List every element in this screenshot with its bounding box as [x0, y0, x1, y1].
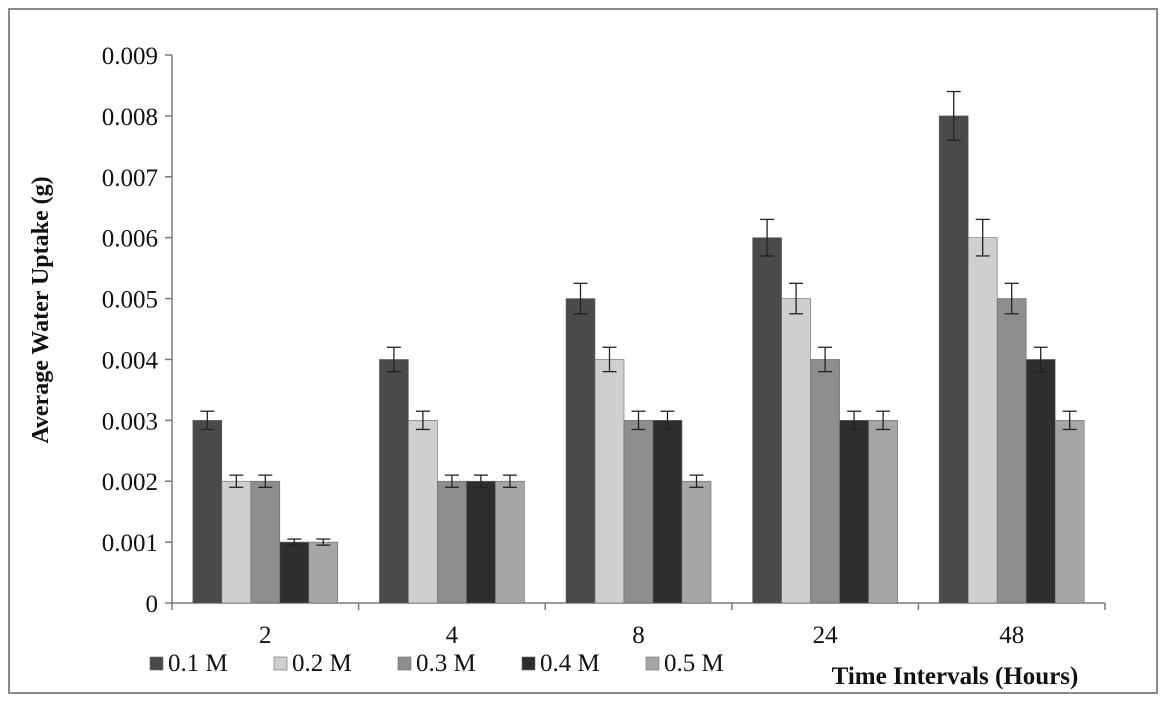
bar	[308, 541, 339, 604]
bar	[681, 480, 712, 604]
y-tick-label: 0.006	[102, 226, 158, 253]
x-tick-label: 8	[632, 622, 645, 649]
x-tick-label: 2	[259, 622, 272, 649]
bar	[781, 298, 811, 604]
legend-label: 0.5 M	[664, 650, 724, 677]
bar	[1025, 359, 1056, 604]
error-bar	[386, 346, 401, 373]
legend-swatch	[397, 656, 412, 671]
y-tick-label: 0.008	[102, 104, 158, 131]
plot-area: 0 0.001 0.002 0.003 0.004 0.005 0.006 0.007 0.00…	[102, 43, 1106, 649]
error-bar	[1062, 410, 1077, 431]
error-bar	[502, 474, 517, 488]
error-bar	[946, 90, 961, 141]
y-tick-label: 0.002	[102, 469, 158, 496]
y-tick-label: 0.004	[102, 347, 159, 374]
bar	[408, 420, 438, 604]
x-axis-label: Time Intervals (Hours)	[832, 663, 1079, 690]
error-bar	[415, 410, 430, 431]
bar	[250, 480, 281, 604]
bar	[594, 359, 625, 604]
error-bar	[1033, 346, 1048, 373]
y-axis-label: Average Water Uptake (g)	[28, 176, 54, 443]
error-bar	[789, 282, 804, 315]
error-bar	[975, 218, 990, 257]
bar	[938, 115, 969, 604]
bar	[192, 420, 223, 604]
error-bar	[876, 410, 891, 431]
legend-swatch	[645, 656, 660, 671]
error-bar	[1004, 282, 1019, 315]
error-bar	[689, 474, 704, 488]
bar	[221, 480, 252, 604]
bar	[996, 298, 1027, 604]
error-bar	[573, 282, 588, 315]
error-bar	[818, 346, 833, 373]
chart-frame: 0 0.001 0.002 0.003 0.004 0.005 0.006 0.007 0.00…	[8, 8, 1158, 694]
bar	[279, 541, 310, 604]
x-tick-label: 48	[999, 622, 1024, 649]
bar	[623, 420, 654, 604]
bar	[495, 480, 525, 604]
y-tick-label: 0.007	[102, 165, 158, 192]
error-bar	[316, 538, 331, 546]
error-bar	[444, 474, 459, 488]
legend-swatch	[149, 656, 164, 671]
error-bar	[660, 410, 675, 431]
bar	[810, 359, 840, 604]
error-bar	[602, 346, 617, 373]
bar	[379, 359, 409, 604]
legend-label: 0.2 M	[292, 650, 352, 677]
bar	[868, 420, 898, 604]
legend: 0.1 M 0.2 M 0.3 M 0.4 M 0.5 M	[149, 650, 724, 677]
error-bar	[473, 474, 488, 488]
legend-swatch	[273, 656, 288, 671]
bar	[1054, 420, 1085, 604]
error-bar	[760, 218, 775, 257]
error-bar	[287, 538, 302, 546]
error-bar	[229, 474, 244, 488]
error-bar	[631, 410, 646, 431]
bar	[752, 237, 782, 604]
y-tick-label: 0.009	[102, 43, 158, 70]
legend-label: 0.1 M	[168, 650, 228, 677]
legend-label: 0.3 M	[416, 650, 476, 677]
y-tick-label: 0.001	[102, 530, 158, 557]
bar-chart: 0 0.001 0.002 0.003 0.004 0.005 0.006 0.007 0.00…	[28, 43, 1106, 690]
y-tick-label: 0.005	[102, 287, 158, 314]
y-tick-label: 0.003	[102, 408, 158, 435]
bar	[967, 237, 998, 604]
bar	[652, 420, 683, 604]
bar	[565, 298, 596, 604]
legend-swatch	[521, 656, 536, 671]
y-tick-label: 0	[146, 591, 159, 618]
x-tick-label: 24	[813, 622, 839, 649]
bar	[437, 480, 467, 604]
x-tick-label: 4	[446, 622, 459, 649]
error-bar	[200, 410, 215, 431]
bar	[839, 420, 869, 604]
error-bar	[258, 474, 273, 488]
bar	[466, 480, 496, 604]
error-bar	[847, 410, 862, 431]
legend-label: 0.4 M	[540, 650, 600, 677]
